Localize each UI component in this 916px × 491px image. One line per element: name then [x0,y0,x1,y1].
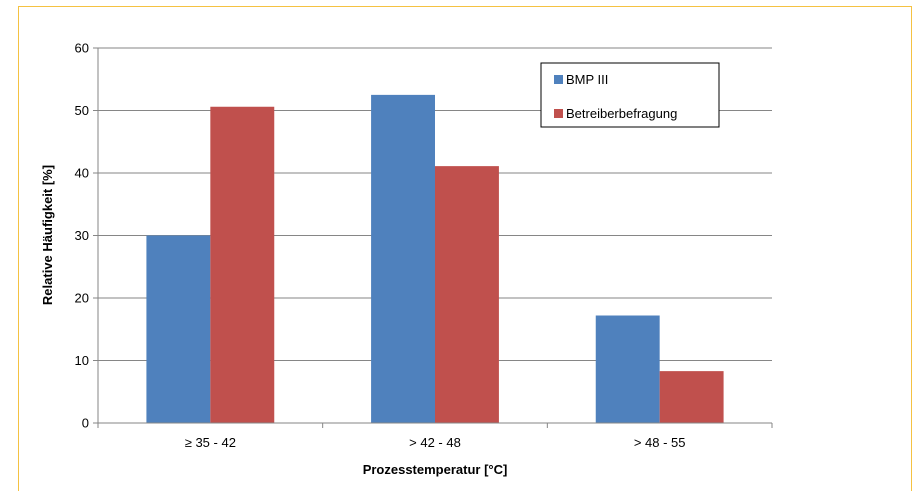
y-tick-label: 40 [75,166,89,181]
x-axis-title: Prozesstemperatur [°C] [363,462,508,477]
y-tick-label: 10 [75,353,89,368]
bar-betreiberbefragung [435,166,499,423]
y-tick-label: 60 [75,41,89,56]
chart-frame [18,6,912,491]
y-tick-label: 0 [82,416,89,431]
x-tick-label: > 42 - 48 [409,435,461,450]
legend-swatch-bmp-iii [554,75,563,84]
legend-box [540,62,720,128]
bar-betreiberbefragung [659,371,724,423]
x-tick-label: ≥ 35 - 42 [185,435,236,450]
bar-bmp-iii [595,315,660,423]
legend-label-betreiberbefragung: Betreiberbefragung [566,106,677,121]
y-tick-label: 50 [75,103,89,118]
bar-betreiberbefragung [210,106,275,423]
x-tick-label: > 48 - 55 [634,435,686,450]
y-axis: 0 10 20 30 40 50 60 [75,41,99,431]
y-tick-label: 30 [75,228,89,243]
legend-label-bmp-iii: BMP III [566,72,608,87]
legend: BMP III Betreiberbefragung [540,62,720,128]
bar-bmp-iii [371,94,435,423]
legend-swatch-betreiberbefragung [554,109,563,118]
bar-bmp-iii [146,235,211,423]
bars [146,94,724,423]
y-axis-title: Relative Häufigkeit [%] [40,165,55,305]
y-tick-label: 20 [75,291,89,306]
x-axis: ≥ 35 - 42 > 42 - 48 > 48 - 55 [97,422,773,450]
